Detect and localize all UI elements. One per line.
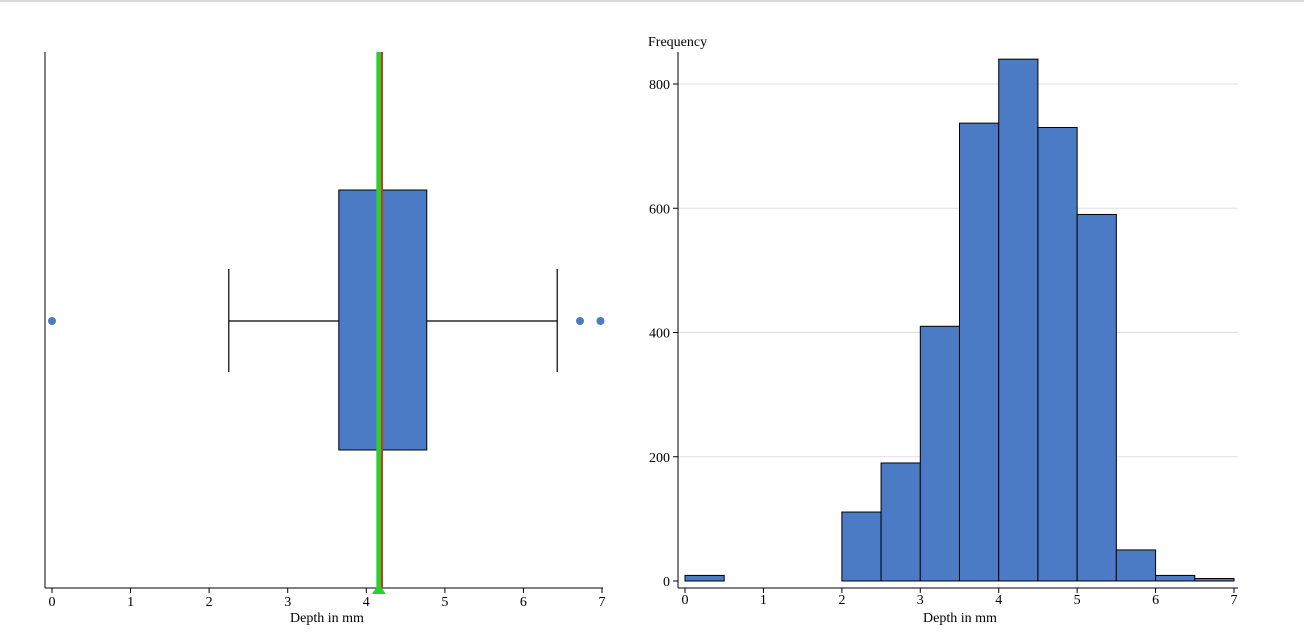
histogram-y-tick-label: 200 xyxy=(649,451,670,466)
boxplot-x-tick-label: 2 xyxy=(206,595,213,610)
outlier-point xyxy=(596,317,605,325)
histogram-x-tick-label: 4 xyxy=(995,593,1002,608)
histogram-x-tick-label: 5 xyxy=(1074,593,1081,608)
outlier-point xyxy=(576,317,584,325)
boxplot-x-tick-label: 1 xyxy=(127,595,134,610)
boxplot-x-tick-label: 3 xyxy=(284,595,291,610)
histogram-bar xyxy=(684,574,725,582)
histogram-x-tick-label: 0 xyxy=(682,593,689,608)
histogram-x-tick-label: 1 xyxy=(760,593,767,608)
histogram-bar xyxy=(1115,549,1157,582)
histogram-bar xyxy=(959,122,1000,582)
histogram-bar xyxy=(1155,574,1196,582)
boxplot-x-tick-label: 7 xyxy=(599,595,606,610)
histogram-bar xyxy=(998,58,1039,582)
window-top-border xyxy=(0,0,1304,2)
histogram-bar xyxy=(1037,126,1078,582)
histogram-bar xyxy=(841,511,882,582)
histogram-y-tick-label: 600 xyxy=(649,202,670,217)
boxplot-x-axis-label: Depth in mm xyxy=(290,611,364,626)
histogram-panel: 0 1 2 3 4 5 6 7 0 200 400 600 800 Frequency Depth i… xyxy=(648,35,1238,626)
histogram-x-tick-label: 3 xyxy=(917,593,924,608)
boxplot-x-tick-label: 6 xyxy=(520,595,527,610)
histogram-bar xyxy=(919,325,960,582)
histogram-y-tick-label: 0 xyxy=(663,575,670,590)
histogram-x-tick-label: 2 xyxy=(838,593,845,608)
histogram-bar xyxy=(880,462,921,582)
histogram-x-axis-label: Depth in mm xyxy=(923,611,997,626)
boxplot-x-tick-label: 5 xyxy=(441,595,448,610)
boxplot-panel: 0 1 2 3 4 5 6 7 Depth in mm xyxy=(44,52,606,626)
histogram-y-tick-label: 400 xyxy=(649,327,670,342)
boxplot-x-tick-label: 4 xyxy=(363,595,370,610)
histogram-bar xyxy=(1076,213,1117,582)
mean-marker xyxy=(371,584,386,594)
histogram-y-axis-label: Frequency xyxy=(648,35,707,50)
histogram-x-tick-label: 7 xyxy=(1231,593,1238,608)
histogram-y-tick-label: 800 xyxy=(649,78,670,93)
histogram-bar xyxy=(1194,578,1235,582)
boxplot-x-tick-label: 0 xyxy=(49,595,56,610)
histogram-x-tick-label: 6 xyxy=(1152,593,1159,608)
outlier-point xyxy=(48,317,56,325)
